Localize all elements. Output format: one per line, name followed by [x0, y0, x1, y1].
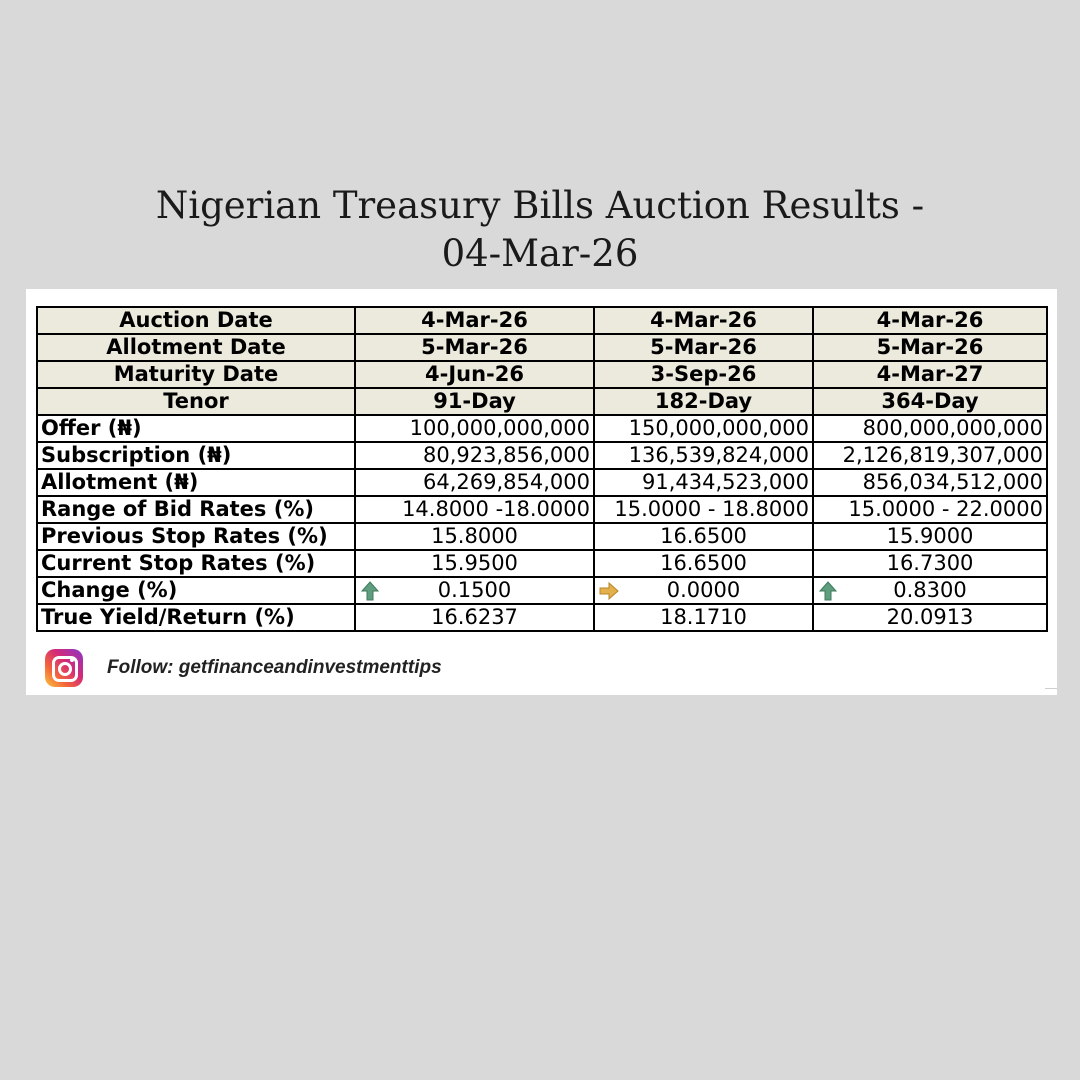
tenor-364: 364-Day: [812, 387, 1048, 416]
true-yield-91: 16.6237: [354, 603, 595, 632]
subscription-91: 80,923,856,000: [354, 441, 595, 470]
tenor-182: 182-Day: [593, 387, 814, 416]
row-label-maturity-date: Maturity Date: [36, 360, 356, 389]
allotment-364: 856,034,512,000: [812, 468, 1048, 497]
true-yield-364: 20.0913: [812, 603, 1048, 632]
range-91: 14.8000 -18.0000: [354, 495, 595, 524]
auction-results-table: Auction Date 4-Mar-26 4-Mar-26 4-Mar-26 …: [36, 306, 1048, 632]
follow-line: Follow: getfinanceandinvestmenttips: [45, 649, 442, 687]
row-label-change: Change (%): [36, 576, 356, 605]
change-cell-364: 0.8300: [812, 576, 1048, 605]
allotment-date-364: 5-Mar-26: [812, 333, 1048, 362]
offer-91: 100,000,000,000: [354, 414, 595, 443]
auction-date-364: 4-Mar-26: [812, 306, 1048, 335]
previous-stop-364: 15.9000: [812, 522, 1048, 551]
table-row: True Yield/Return (%) 16.6237 18.1710 20…: [36, 603, 1048, 632]
true-yield-182: 18.1710: [593, 603, 814, 632]
table-row: Allotment (₦) 64,269,854,000 91,434,523,…: [36, 468, 1048, 497]
allotment-date-182: 5-Mar-26: [593, 333, 814, 362]
table-row: Range of Bid Rates (%) 14.8000 -18.0000 …: [36, 495, 1048, 524]
maturity-date-91: 4-Jun-26: [354, 360, 595, 389]
up-arrow-icon: [360, 581, 380, 601]
row-label-auction-date: Auction Date: [36, 306, 356, 335]
table-row: Allotment Date 5-Mar-26 5-Mar-26 5-Mar-2…: [36, 333, 1048, 362]
table-row: Subscription (₦) 80,923,856,000 136,539,…: [36, 441, 1048, 470]
change-364: 0.8300: [893, 578, 967, 602]
up-arrow-icon: [818, 581, 838, 601]
range-364: 15.0000 - 22.0000: [812, 495, 1048, 524]
maturity-date-182: 3-Sep-26: [593, 360, 814, 389]
change-cell-91: 0.1500: [354, 576, 595, 605]
divider: [1045, 688, 1057, 689]
table-row: Tenor 91-Day 182-Day 364-Day: [36, 387, 1048, 416]
results-card: Auction Date 4-Mar-26 4-Mar-26 4-Mar-26 …: [26, 289, 1057, 695]
current-stop-364: 16.7300: [812, 549, 1048, 578]
title-line-2: 04-Mar-26: [441, 232, 639, 275]
table-row: Current Stop Rates (%) 15.9500 16.6500 1…: [36, 549, 1048, 578]
follow-text: Follow: getfinanceandinvestmenttips: [107, 657, 442, 678]
change-182: 0.0000: [666, 578, 741, 602]
current-stop-182: 16.6500: [593, 549, 814, 578]
row-label-current-stop: Current Stop Rates (%): [36, 549, 356, 578]
table-row: Offer (₦) 100,000,000,000 150,000,000,00…: [36, 414, 1048, 443]
table-row: Previous Stop Rates (%) 15.8000 16.6500 …: [36, 522, 1048, 551]
previous-stop-91: 15.8000: [354, 522, 595, 551]
row-label-allotment-date: Allotment Date: [36, 333, 356, 362]
row-label-subscription: Subscription (₦): [36, 441, 356, 470]
table-row: Maturity Date 4-Jun-26 3-Sep-26 4-Mar-27: [36, 360, 1048, 389]
previous-stop-182: 16.6500: [593, 522, 814, 551]
table-row: Change (%) 0.1500 0.0000: [36, 576, 1048, 605]
change-cell-182: 0.0000: [593, 576, 814, 605]
row-label-tenor: Tenor: [36, 387, 356, 416]
page-title: Nigerian Treasury Bills Auction Results …: [0, 182, 1080, 278]
row-label-true-yield: True Yield/Return (%): [36, 603, 356, 632]
offer-364: 800,000,000,000: [812, 414, 1048, 443]
row-label-previous-stop: Previous Stop Rates (%): [36, 522, 356, 551]
range-182: 15.0000 - 18.8000: [593, 495, 814, 524]
row-label-offer: Offer (₦): [36, 414, 356, 443]
current-stop-91: 15.9500: [354, 549, 595, 578]
allotment-182: 91,434,523,000: [593, 468, 814, 497]
title-line-1: Nigerian Treasury Bills Auction Results …: [155, 184, 925, 227]
auction-date-91: 4-Mar-26: [354, 306, 595, 335]
row-label-range: Range of Bid Rates (%): [36, 495, 356, 524]
subscription-364: 2,126,819,307,000: [812, 441, 1048, 470]
right-arrow-icon: [599, 581, 619, 601]
allotment-91: 64,269,854,000: [354, 468, 595, 497]
offer-182: 150,000,000,000: [593, 414, 814, 443]
row-label-allotment: Allotment (₦): [36, 468, 356, 497]
auction-date-182: 4-Mar-26: [593, 306, 814, 335]
tenor-91: 91-Day: [354, 387, 595, 416]
table-row: Auction Date 4-Mar-26 4-Mar-26 4-Mar-26: [36, 306, 1048, 335]
change-91: 0.1500: [437, 578, 512, 602]
subscription-182: 136,539,824,000: [593, 441, 814, 470]
allotment-date-91: 5-Mar-26: [354, 333, 595, 362]
maturity-date-364: 4-Mar-27: [812, 360, 1048, 389]
instagram-icon[interactable]: [45, 649, 83, 687]
